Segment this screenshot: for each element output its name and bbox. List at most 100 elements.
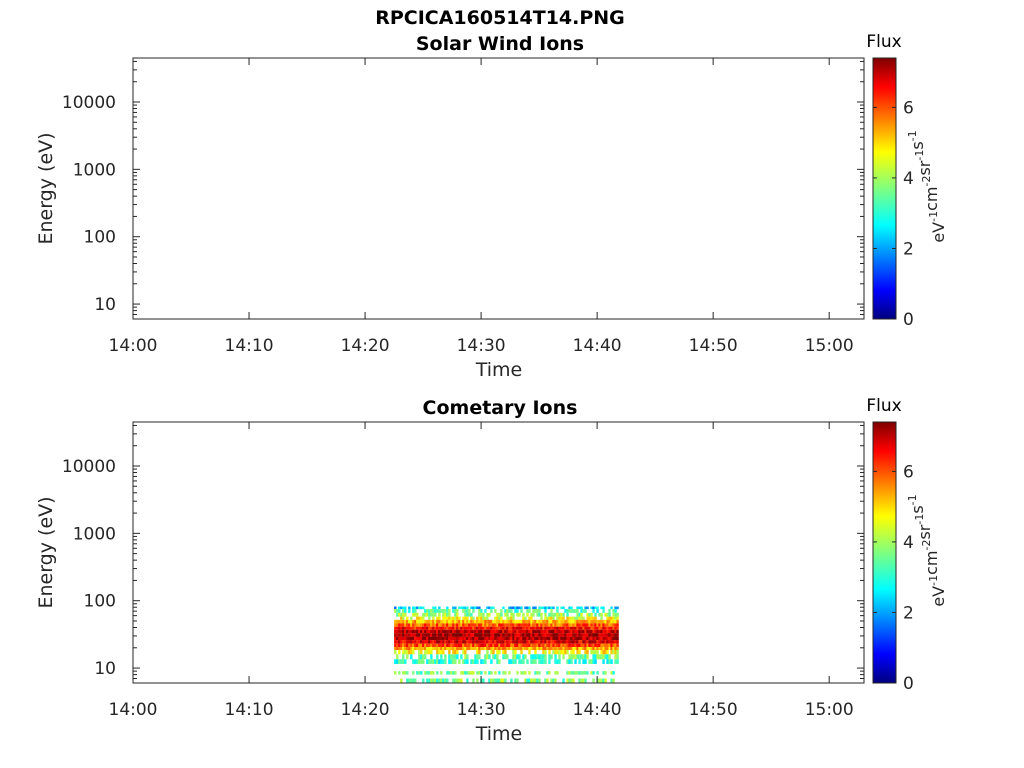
spectrogram-cell bbox=[428, 623, 431, 627]
spectrogram-cell bbox=[582, 654, 585, 660]
spectrogram-cell bbox=[520, 650, 523, 655]
spectrogram-cell bbox=[502, 643, 505, 648]
spectrogram-cell bbox=[600, 678, 603, 683]
spectrogram-cell bbox=[584, 609, 587, 613]
spectrogram-cell bbox=[404, 609, 407, 613]
spectrogram-cell bbox=[450, 654, 453, 660]
spectrogram-cell bbox=[616, 654, 619, 660]
spectrogram-cell bbox=[470, 636, 473, 641]
spectrogram-cell bbox=[460, 654, 463, 660]
spectrogram-cell bbox=[564, 640, 567, 644]
spectrogram-cell bbox=[550, 612, 553, 617]
spectrogram-cell bbox=[592, 650, 595, 655]
spectrogram-cell bbox=[536, 633, 539, 637]
spectrogram-cell bbox=[422, 626, 425, 630]
spectrogram-cell bbox=[568, 609, 571, 613]
spectrogram-cell bbox=[462, 650, 465, 655]
spectrogram-cell bbox=[538, 643, 541, 648]
spectrogram-cell bbox=[486, 650, 489, 655]
spectrogram-cell bbox=[546, 636, 549, 641]
spectrogram-cell bbox=[538, 640, 541, 644]
spectrogram-cell bbox=[508, 629, 511, 634]
spectrogram-cell bbox=[520, 640, 523, 644]
spectrogram-cell bbox=[430, 619, 433, 624]
spectrogram-cell bbox=[548, 643, 551, 648]
spectrogram-cell bbox=[562, 633, 565, 637]
spectrogram-cell bbox=[602, 619, 605, 624]
spectrogram-cell bbox=[610, 616, 613, 620]
spectrogram-cell bbox=[512, 643, 515, 648]
spectrogram-cell bbox=[498, 623, 501, 627]
spectrogram-cell bbox=[520, 636, 523, 641]
spectrogram-cell bbox=[408, 623, 411, 627]
spectrogram-cell bbox=[438, 619, 441, 624]
spectrogram-cell bbox=[538, 678, 541, 683]
spectrogram-cell bbox=[466, 623, 469, 627]
spectrogram-cell bbox=[524, 619, 527, 624]
spectrogram-cell bbox=[602, 659, 605, 664]
spectrogram-cell bbox=[590, 619, 593, 624]
spectrogram-cell bbox=[518, 659, 521, 664]
spectrogram-cell bbox=[438, 612, 441, 617]
spectrogram-cell bbox=[514, 629, 517, 634]
spectrogram-cell bbox=[496, 626, 499, 630]
spectrogram-cell bbox=[566, 623, 569, 627]
spectrogram-cell bbox=[424, 623, 427, 627]
spectrogram-cell bbox=[494, 626, 497, 630]
spectrogram-cell bbox=[582, 643, 585, 648]
spectrogram-cell bbox=[496, 636, 499, 641]
spectrogram-cell bbox=[598, 643, 601, 648]
spectrogram-cell bbox=[604, 629, 607, 634]
y-tick-label: 100 bbox=[84, 592, 116, 612]
spectrogram-cell bbox=[442, 636, 445, 641]
spectrogram-cell bbox=[466, 626, 469, 630]
spectrogram-cell bbox=[516, 612, 519, 617]
spectrogram-cell bbox=[488, 633, 491, 637]
spectrogram-cell bbox=[574, 619, 577, 624]
spectrogram-cell bbox=[430, 654, 433, 660]
spectrogram-cell bbox=[480, 616, 483, 620]
spectrogram-cell bbox=[560, 643, 563, 648]
spectrogram-cell bbox=[418, 636, 421, 641]
spectrogram-cell bbox=[502, 640, 505, 644]
spectrogram-cell bbox=[506, 654, 509, 660]
spectrogram-cell bbox=[530, 678, 533, 683]
spectrogram-cell bbox=[444, 623, 447, 627]
spectrogram-cell bbox=[550, 623, 553, 627]
spectrogram-cell bbox=[590, 636, 593, 641]
spectrogram-cell bbox=[486, 643, 489, 648]
spectrogram-cell bbox=[596, 643, 599, 648]
spectrogram-cell bbox=[590, 633, 593, 637]
spectrogram-cell bbox=[614, 606, 617, 610]
spectrogram-cell bbox=[504, 623, 507, 627]
spectrogram-cell bbox=[498, 626, 501, 630]
spectrogram-cell bbox=[530, 619, 533, 624]
colorbar-tick-label: 4 bbox=[903, 169, 914, 189]
spectrogram-cell bbox=[430, 659, 433, 664]
spectrogram-cell bbox=[448, 671, 451, 675]
spectrogram-cell bbox=[494, 654, 497, 660]
spectrogram-cell bbox=[516, 606, 519, 610]
spectrogram-cell bbox=[496, 643, 499, 648]
spectrogram-cell bbox=[606, 626, 609, 630]
spectrogram-cell bbox=[562, 640, 565, 644]
spectrogram-cell bbox=[412, 619, 415, 624]
spectrogram-cell bbox=[488, 619, 491, 624]
spectrogram-cell bbox=[576, 654, 579, 660]
spectrogram-cell bbox=[594, 640, 597, 644]
spectrogram-cell bbox=[594, 659, 597, 664]
spectrogram-cell bbox=[612, 678, 615, 683]
spectrogram-cell bbox=[412, 647, 415, 651]
spectrogram-cell bbox=[598, 626, 601, 630]
spectrogram-cell bbox=[428, 647, 431, 651]
spectrogram-cell bbox=[552, 678, 555, 683]
spectrogram-cell bbox=[586, 671, 589, 675]
spectrogram-cell bbox=[520, 629, 523, 634]
spectrogram-cell bbox=[440, 623, 443, 627]
spectrogram-cell bbox=[420, 647, 423, 651]
spectrogram-cell bbox=[544, 616, 547, 620]
spectrogram-cell bbox=[500, 626, 503, 630]
spectrogram-cell bbox=[538, 633, 541, 637]
spectrogram-cell bbox=[562, 623, 565, 627]
spectrogram-cell bbox=[460, 640, 463, 644]
